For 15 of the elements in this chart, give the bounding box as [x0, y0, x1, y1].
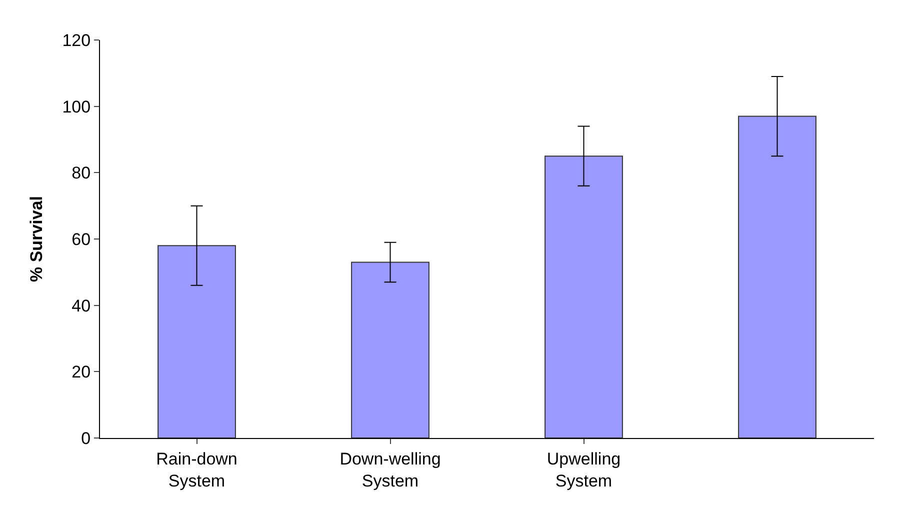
y-tick-label: 0: [81, 428, 91, 448]
bar: [544, 156, 623, 438]
x-tick-label: Down-welling System: [340, 449, 441, 490]
bar: [738, 116, 816, 438]
y-tick-label: 40: [72, 296, 91, 316]
y-axis-title: % Survival: [26, 196, 46, 282]
y-tick-label: 120: [62, 30, 91, 50]
y-tick-label: 80: [72, 164, 91, 183]
x-tick-label: Upwelling System: [546, 449, 621, 490]
y-tick-label: 60: [72, 230, 91, 249]
x-tick-label: Rain-down System: [156, 449, 238, 490]
bar: [158, 245, 236, 438]
y-tick-label: 100: [62, 97, 91, 116]
y-tick-label: 20: [72, 362, 91, 382]
bar: [351, 262, 430, 438]
